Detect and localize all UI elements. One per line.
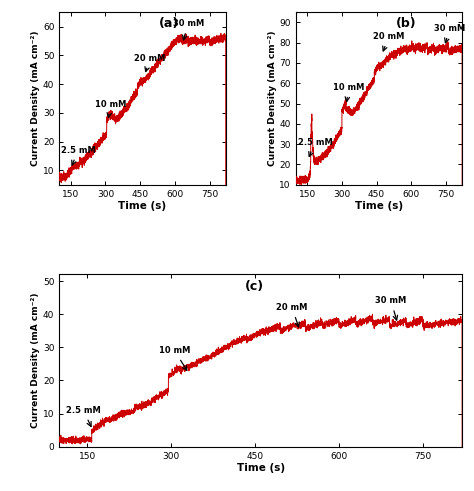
Text: 10 mM: 10 mM	[333, 83, 365, 102]
Text: (c): (c)	[245, 279, 264, 293]
Y-axis label: Current Density (mA cm⁻²): Current Density (mA cm⁻²)	[31, 31, 40, 166]
Text: 2.5 mM: 2.5 mM	[298, 137, 332, 157]
Text: 20 mM: 20 mM	[135, 54, 166, 72]
X-axis label: Time (s): Time (s)	[355, 201, 403, 211]
Text: 20 mM: 20 mM	[373, 32, 404, 51]
Text: 20 mM: 20 mM	[276, 303, 308, 327]
Text: (a): (a)	[159, 18, 179, 30]
Text: (b): (b)	[396, 18, 416, 30]
Text: 10 mM: 10 mM	[95, 100, 127, 117]
Text: 10 mM: 10 mM	[159, 346, 190, 370]
Text: 2.5 mM: 2.5 mM	[61, 146, 96, 165]
Y-axis label: Current Density (mA cm⁻²): Current Density (mA cm⁻²)	[31, 293, 40, 428]
Text: 2.5 mM: 2.5 mM	[66, 406, 100, 427]
Text: 30 mM: 30 mM	[434, 24, 465, 43]
Text: 30 mM: 30 mM	[375, 297, 407, 320]
Y-axis label: Current Density (mA cm⁻²): Current Density (mA cm⁻²)	[267, 31, 276, 166]
X-axis label: Time (s): Time (s)	[118, 201, 166, 211]
X-axis label: Time (s): Time (s)	[237, 464, 285, 473]
Text: 30 mM: 30 mM	[173, 19, 204, 40]
